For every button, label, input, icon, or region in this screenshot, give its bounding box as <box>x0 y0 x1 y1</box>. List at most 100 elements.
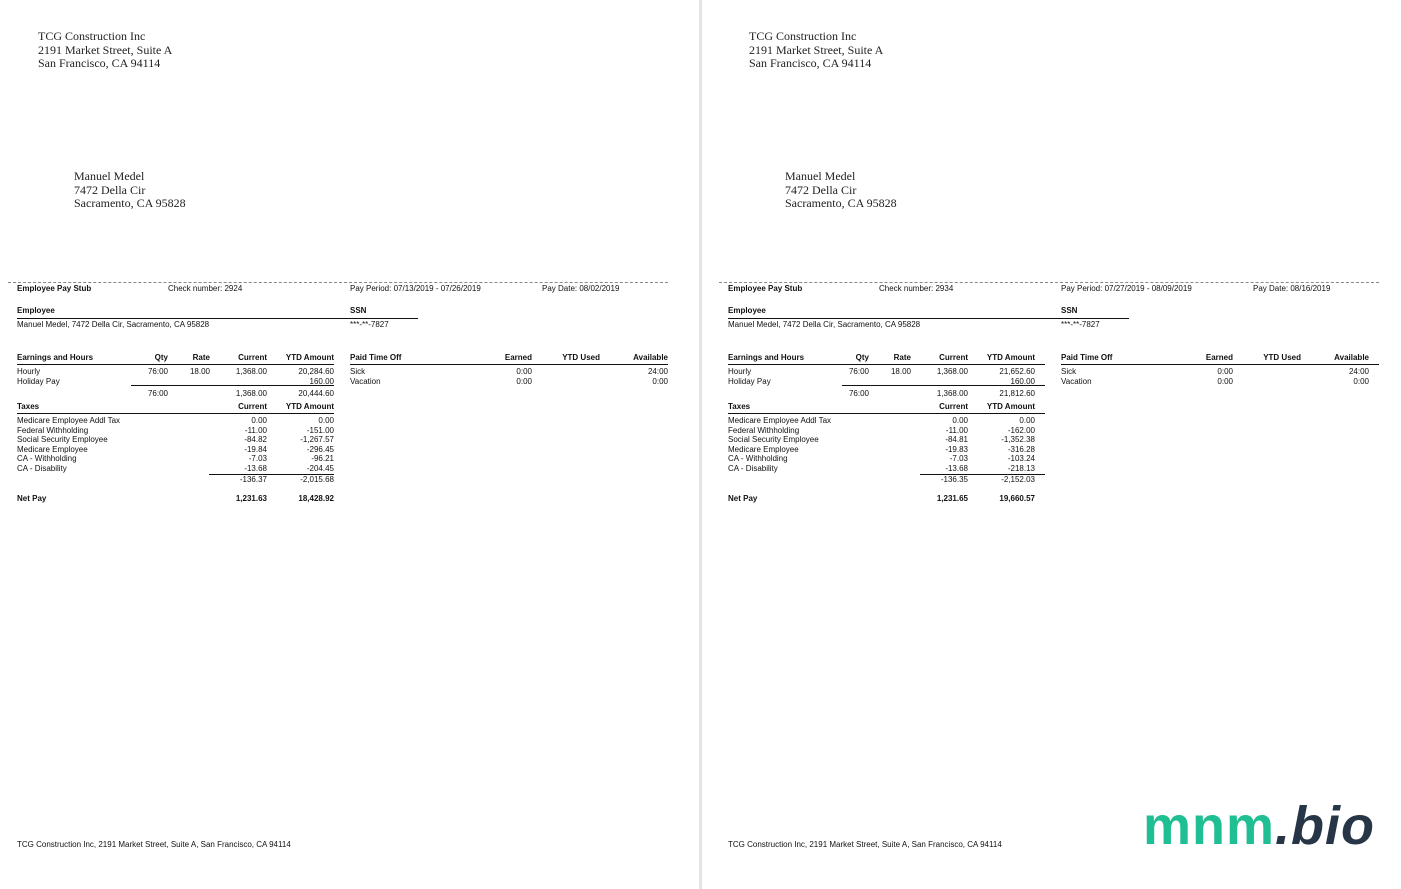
tax-current: -7.03 <box>248 454 267 463</box>
earnings-row-label: Hourly <box>728 367 752 376</box>
tax-row-label: CA - Withholding <box>728 454 788 463</box>
pay-date: Pay Date: 08/16/2019 <box>1253 284 1331 293</box>
pto-cell: 0:00 <box>1217 376 1233 386</box>
logo-part-1: mnm <box>1143 796 1276 856</box>
ssn-label: SSN <box>1061 306 1078 315</box>
company-name: TCG Construction Inc <box>38 29 146 43</box>
taxes-total-current: -136.35 <box>940 475 968 484</box>
company-street: 2191 Market Street, Suite A <box>38 43 173 57</box>
recipient-name: Manuel Medel <box>785 169 856 183</box>
pto-row-label: Vacation <box>1061 376 1092 386</box>
earnings-total-qty: 76:00 <box>147 389 168 398</box>
tax-row-label: CA - Withholding <box>17 454 77 463</box>
pto-col-header: Earned <box>504 353 532 362</box>
ssn-value: ***-**-7827 <box>350 320 389 329</box>
tax-current: -19.84 <box>244 444 267 454</box>
tax-current: -11.00 <box>945 425 968 435</box>
earnings-total-ytd: 21,812.60 <box>999 389 1035 398</box>
tax-ytd: 0.00 <box>318 416 334 425</box>
tax-row-label: Medicare Employee <box>17 444 88 454</box>
pto-cell: 0:00 <box>1353 376 1369 386</box>
earnings-cell: 76:00 <box>848 367 869 376</box>
employee-label: Employee <box>17 306 55 315</box>
earnings-cell: 1,368.00 <box>936 367 968 376</box>
check-number: Check number: 2924 <box>168 284 243 293</box>
tax-row-label: Federal Withholding <box>728 425 800 435</box>
earnings-total-current: 1,368.00 <box>936 389 968 398</box>
rule-line <box>728 318 1059 319</box>
earnings-col-header: Current <box>238 353 267 362</box>
rule-line <box>17 318 348 319</box>
ssn-label: SSN <box>350 306 367 315</box>
rule-line <box>17 364 334 365</box>
pto-col-header: Earned <box>1205 353 1233 362</box>
earnings-cell: 1,368.00 <box>235 367 267 376</box>
pto-col-header: YTD Used <box>1263 353 1301 362</box>
earnings-col-header: Qty <box>154 353 168 362</box>
tax-current: -19.83 <box>945 444 968 454</box>
net-pay-label: Net Pay <box>17 494 47 503</box>
tax-ytd: -151.00 <box>306 425 334 435</box>
earnings-header: Earnings and Hours <box>17 353 94 362</box>
pto-col-header: Available <box>1334 353 1369 362</box>
rule-line <box>1061 364 1379 365</box>
rule-line <box>728 364 1045 365</box>
watermark-logo: mnm.bio <box>1143 796 1375 856</box>
pay-period: Pay Period: 07/13/2019 - 07/26/2019 <box>350 284 481 293</box>
company-city: San Francisco, CA 94114 <box>749 56 872 70</box>
rule-line <box>842 385 1045 386</box>
rule-line <box>131 385 334 386</box>
rule-line <box>728 413 1045 414</box>
tax-ytd: -316.28 <box>1007 444 1035 454</box>
pay-period: Pay Period: 07/27/2019 - 08/09/2019 <box>1061 284 1192 293</box>
tax-current: -84.82 <box>244 435 267 444</box>
tax-row-label: CA - Disability <box>728 463 778 473</box>
earnings-row-label: Holiday Pay <box>17 376 60 386</box>
tax-current: 0.00 <box>952 416 968 425</box>
taxes-total-current: -136.37 <box>239 475 267 484</box>
pto-cell: 24:00 <box>1348 367 1369 376</box>
stub-title: Employee Pay Stub <box>728 284 803 293</box>
tax-row-label: Social Security Employee <box>17 435 108 444</box>
pto-col-header: YTD Used <box>562 353 600 362</box>
earnings-total-ytd: 20,444.60 <box>298 389 334 398</box>
rule-line <box>348 318 418 319</box>
tax-row-label: Medicare Employee <box>728 444 799 454</box>
tax-ytd: -1,352.38 <box>1001 435 1035 444</box>
earnings-cell: 20,284.60 <box>298 367 334 376</box>
pay-stub-page-2: TCG Construction Inc 2191 Market Street, … <box>711 0 1401 889</box>
net-pay-label: Net Pay <box>728 494 758 503</box>
tax-ytd: -296.45 <box>306 444 334 454</box>
page-footer: TCG Construction Inc, 2191 Market Street… <box>728 840 1002 849</box>
earnings-total-current: 1,368.00 <box>235 389 267 398</box>
pay-date: Pay Date: 08/02/2019 <box>542 284 620 293</box>
tax-current: 0.00 <box>251 416 267 425</box>
pay-stub-page-1: TCG Construction Inc 2191 Market Street, … <box>0 0 700 889</box>
taxes-header: Taxes <box>17 402 40 411</box>
tax-current: -11.00 <box>244 425 267 435</box>
ssn-value: ***-**-7827 <box>1061 320 1100 329</box>
earnings-col-header: Rate <box>192 353 210 362</box>
pto-col-header: Available <box>633 353 668 362</box>
tax-current: -13.68 <box>244 463 267 473</box>
page-divider <box>699 0 702 889</box>
taxes-total-ytd: -2,152.03 <box>1001 475 1035 484</box>
recipient-street: 7472 Della Cir <box>74 183 146 197</box>
tax-row-label: CA - Disability <box>17 463 67 473</box>
perforation-line <box>8 282 668 283</box>
employee-label: Employee <box>728 306 766 315</box>
pto-cell: 0:00 <box>1217 367 1233 376</box>
tax-row-label: Medicare Employee Addl Tax <box>17 416 121 425</box>
net-pay-ytd: 19,660.57 <box>999 494 1035 503</box>
earnings-col-header: Current <box>939 353 968 362</box>
pto-cell: 0:00 <box>516 367 532 376</box>
tax-ytd: -103.24 <box>1007 454 1035 463</box>
pto-cell: 0:00 <box>516 376 532 386</box>
tax-row-label: Federal Withholding <box>17 425 89 435</box>
recipient-street: 7472 Della Cir <box>785 183 857 197</box>
logo-part-2: .bio <box>1275 796 1375 856</box>
tax-ytd: -1,267.57 <box>300 435 334 444</box>
tax-ytd: 0.00 <box>1019 416 1035 425</box>
company-city: San Francisco, CA 94114 <box>38 56 161 70</box>
net-pay-current: 1,231.65 <box>936 494 968 503</box>
